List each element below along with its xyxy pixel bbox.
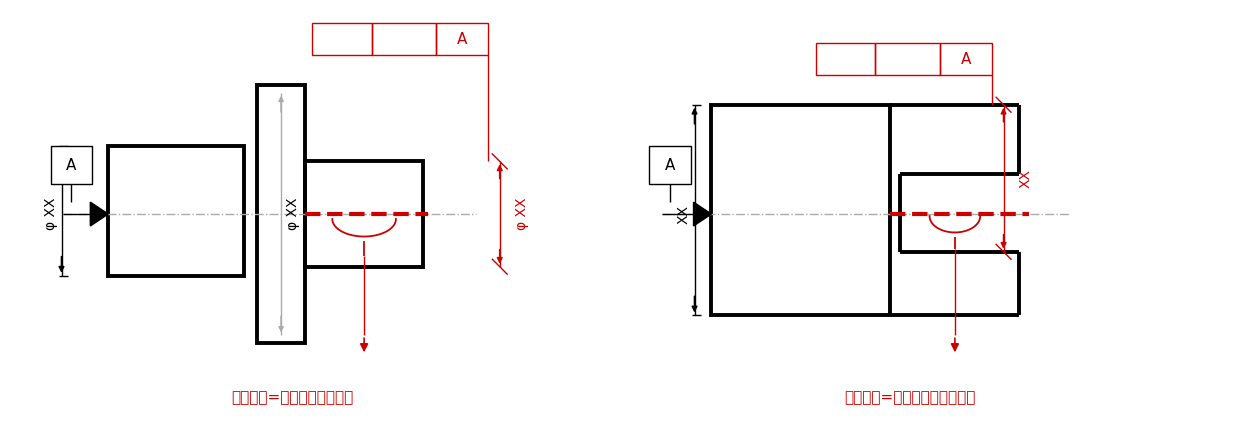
Bar (711, 105, 891, 315)
Bar (306, 161, 423, 267)
Text: A: A (961, 52, 971, 67)
Polygon shape (90, 202, 108, 226)
Bar (815, 43, 876, 75)
Text: 幾何公差=右側円筒の中心線: 幾何公差=右側円筒の中心線 (231, 390, 354, 405)
Bar (876, 43, 940, 75)
Bar (257, 85, 306, 343)
Polygon shape (694, 202, 711, 226)
Bar (108, 147, 245, 276)
Text: φ XX: φ XX (515, 198, 528, 230)
Bar (437, 23, 487, 55)
Bar (312, 23, 371, 55)
Text: A: A (67, 158, 77, 173)
Text: 幾何公差=右側形体の中心平面: 幾何公差=右側形体の中心平面 (845, 390, 976, 405)
Bar (649, 147, 690, 184)
Text: XX: XX (677, 205, 690, 223)
Text: A: A (456, 32, 468, 47)
Bar (51, 147, 93, 184)
Text: XX: XX (1018, 169, 1033, 188)
Bar (371, 23, 437, 55)
Text: φ XX: φ XX (286, 198, 301, 230)
Text: A: A (664, 158, 675, 173)
Text: φ XX: φ XX (43, 198, 58, 230)
Bar (940, 43, 992, 75)
